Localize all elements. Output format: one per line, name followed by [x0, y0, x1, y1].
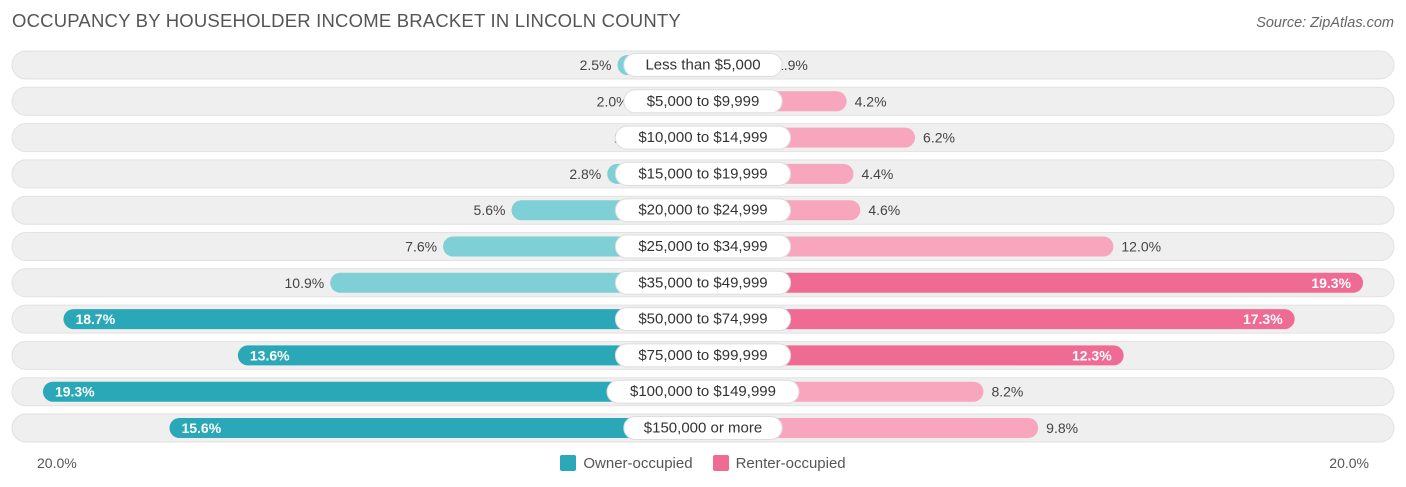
renter-value-label: 8.2% [991, 384, 1023, 400]
legend-label-renter: Renter-occupied [735, 454, 846, 472]
renter-bar [703, 309, 1295, 330]
category-pill [623, 416, 783, 440]
owner-value-label: 2.0% [597, 93, 629, 109]
owner-value-label: 2.8% [569, 166, 601, 182]
renter-value-label: 4.4% [861, 166, 893, 182]
chart-title: OCCUPANCY BY HOUSEHOLDER INCOME BRACKET … [12, 10, 681, 31]
renter-value-label: 4.6% [868, 202, 900, 218]
owner-value-label: 7.6% [405, 239, 437, 255]
owner-value-label: 15.6% [181, 420, 221, 436]
renter-value-label: 19.3% [1311, 275, 1351, 291]
renter-value-label: 6.2% [923, 130, 955, 146]
axis-left-label: 20.0% [37, 455, 77, 471]
category-pill [614, 343, 792, 368]
owner-value-label: 5.6% [474, 202, 506, 218]
legend: Owner-occupied Renter-occupied [0, 452, 1406, 474]
owner-bar [169, 418, 704, 438]
income-occupancy-chart: 2.5% 1.9% Less than $5,000 2.0% 4.2% $5,000 t… [11, 50, 1395, 443]
owner-bar [42, 381, 703, 402]
category-label: $100,000 to $149,999 [630, 383, 776, 400]
source-label: Source: ZipAtlas.com [1256, 15, 1394, 31]
category-pill [614, 234, 792, 259]
category-pill [606, 379, 800, 404]
owner-bar [330, 272, 703, 293]
renter-value-label: 4.2% [855, 93, 887, 109]
owner-value-label: 18.7% [75, 311, 115, 327]
renter-value-label: 9.8% [1046, 420, 1078, 436]
legend-swatch-owner [560, 455, 577, 471]
owner-bar [63, 309, 703, 330]
renter-bar [703, 272, 1364, 293]
renter-value-label: 12.3% [1072, 347, 1112, 363]
category-label: $35,000 to $49,999 [638, 274, 767, 291]
legend-item-renter[interactable]: Renter-occupied [712, 454, 846, 472]
category-label: $50,000 to $74,999 [638, 311, 767, 328]
category-label: $75,000 to $99,999 [638, 347, 767, 364]
owner-value-label: 2.5% [580, 57, 612, 73]
owner-bar [237, 345, 703, 366]
category-pill [614, 307, 792, 332]
category-pill [614, 125, 792, 150]
category-label: $15,000 to $19,999 [638, 165, 767, 182]
renter-value-label: 17.3% [1243, 311, 1283, 327]
category-pill [623, 53, 783, 77]
category-label: $20,000 to $24,999 [638, 202, 767, 219]
category-label: $150,000 or more [644, 420, 762, 437]
owner-value-label: 10.9% [285, 275, 325, 291]
owner-value-label: 19.3% [55, 384, 95, 400]
legend-label-owner: Owner-occupied [583, 454, 693, 472]
renter-value-label: 12.0% [1121, 239, 1161, 255]
renter-bar [703, 418, 1039, 438]
renter-bar [703, 345, 1124, 366]
legend-item-owner[interactable]: Owner-occupied [560, 454, 693, 472]
category-label: $25,000 to $34,999 [638, 238, 767, 255]
category-pill [614, 270, 792, 295]
category-pill [623, 89, 783, 114]
renter-bar [703, 236, 1114, 257]
owner-value-label: 13.6% [250, 347, 290, 363]
category-pill [614, 198, 792, 223]
axis-right-label: 20.0% [1329, 455, 1369, 471]
renter-value-label: 1.9% [776, 57, 808, 73]
category-label: $5,000 to $9,999 [647, 93, 760, 110]
category-label: $10,000 to $14,999 [638, 129, 767, 146]
legend-swatch-renter [712, 455, 729, 471]
category-pill [614, 161, 792, 186]
category-label: Less than $5,000 [645, 57, 760, 74]
